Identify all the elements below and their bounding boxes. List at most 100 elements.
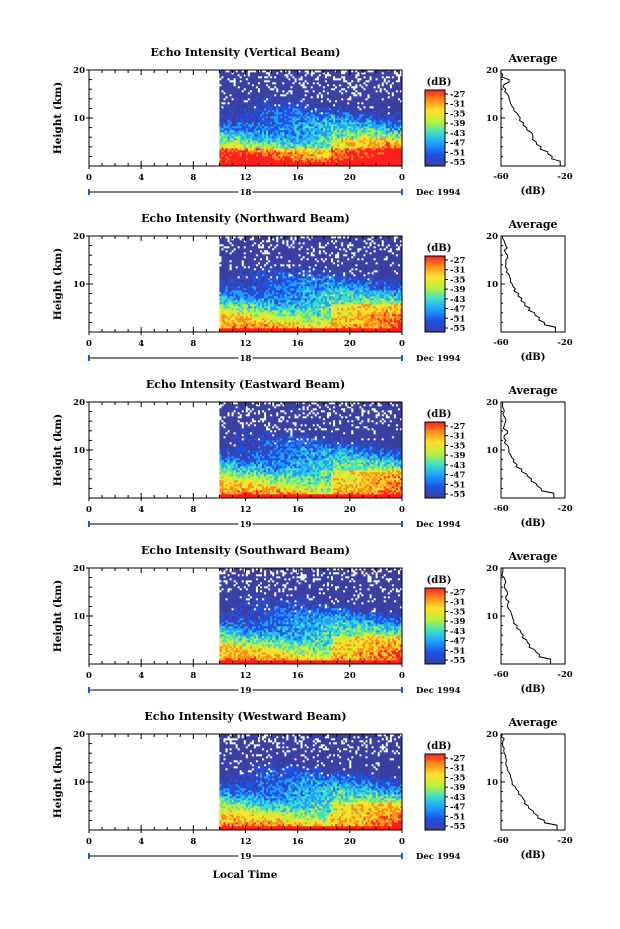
- heatmap-cell: [246, 80, 248, 82]
- heatmap-cell: [294, 98, 296, 100]
- heatmap-cell: [382, 76, 384, 78]
- heatmap-cell: [288, 162, 290, 164]
- heatmap-cell: [398, 134, 400, 136]
- heatmap-cell: [339, 86, 341, 88]
- heatmap-cell: [280, 86, 282, 88]
- heatmap-cell: [390, 122, 392, 124]
- heatmap-cell: [315, 322, 317, 324]
- heatmap-cell: [363, 320, 365, 322]
- heatmap-cell: [339, 136, 341, 138]
- heatmap-cell: [376, 136, 378, 138]
- heatmap-cell: [329, 108, 331, 110]
- heatmap-cell: [246, 146, 248, 148]
- heatmap-cell: [390, 100, 392, 102]
- heatmap-cell: [335, 104, 337, 106]
- heatmap-cell: [262, 124, 264, 126]
- heatmap-cell: [305, 144, 307, 146]
- heatmap-cell: [317, 122, 319, 124]
- heatmap-cell: [368, 162, 370, 164]
- heatmap-cell: [325, 112, 327, 114]
- heatmap-cell: [370, 324, 372, 326]
- heatmap-cell: [232, 114, 234, 116]
- heatmap-cell: [378, 84, 380, 86]
- heatmap-cell: [325, 130, 327, 132]
- heatmap-cell: [319, 90, 321, 92]
- heatmap-cell: [311, 86, 313, 88]
- heatmap-cell: [353, 90, 355, 92]
- heatmap-cell: [250, 128, 252, 130]
- heatmap-cell: [341, 128, 343, 130]
- heatmap-cell: [390, 148, 392, 150]
- heatmap-cell: [319, 112, 321, 114]
- heatmap-cell: [353, 144, 355, 146]
- heatmap-cell: [282, 90, 284, 92]
- heatmap-cell: [398, 122, 400, 124]
- heatmap-cell: [394, 140, 396, 142]
- heatmap-cell: [331, 146, 333, 148]
- heatmap-cell: [236, 124, 238, 126]
- heatmap-cell: [274, 108, 276, 110]
- heatmap-cell: [317, 130, 319, 132]
- heatmap-cell: [252, 136, 254, 138]
- heatmap-cell: [359, 144, 361, 146]
- heatmap-cell: [325, 84, 327, 86]
- heatmap-cell: [351, 152, 353, 154]
- heatmap-cell: [392, 130, 394, 132]
- heatmap-cell: [221, 104, 223, 106]
- heatmap-cell: [236, 122, 238, 124]
- heatmap-cell: [386, 96, 388, 98]
- heatmap-cell: [264, 162, 266, 164]
- heatmap-cell: [282, 324, 284, 326]
- heatmap-cell: [228, 130, 230, 132]
- heatmap-cell: [333, 130, 335, 132]
- heatmap-cell: [230, 116, 232, 118]
- heatmap-cell: [278, 108, 280, 110]
- heatmap-cell: [313, 92, 315, 94]
- heatmap-cell: [349, 138, 351, 140]
- heatmap-cell: [252, 328, 254, 330]
- heatmap-cell: [313, 322, 315, 324]
- heatmap-cell: [234, 322, 236, 324]
- heatmap-cell: [386, 86, 388, 88]
- heatmap-cell: [260, 326, 262, 328]
- heatmap-cell: [382, 118, 384, 120]
- heatmap-cell: [394, 126, 396, 128]
- heatmap-cell: [288, 118, 290, 120]
- heatmap-cell: [361, 158, 363, 160]
- heatmap-cell: [264, 142, 266, 144]
- heatmap-cell: [337, 86, 339, 88]
- heatmap-cell: [299, 80, 301, 82]
- heatmap-cell: [339, 134, 341, 136]
- heatmap-cell: [313, 146, 315, 148]
- heatmap-cell: [361, 104, 363, 106]
- heatmap-cell: [392, 118, 394, 120]
- heatmap-cell: [288, 122, 290, 124]
- heatmap-cell: [380, 128, 382, 130]
- heatmap-cell: [396, 102, 398, 104]
- heatmap-cell: [382, 138, 384, 140]
- profile-x-tick-label: -20: [557, 172, 572, 182]
- heatmap-cell: [349, 78, 351, 80]
- heatmap-cell: [394, 76, 396, 78]
- heatmap-cell: [236, 102, 238, 104]
- heatmap-cell: [223, 126, 225, 128]
- heatmap-cell: [370, 128, 372, 130]
- heatmap-cell: [361, 138, 363, 140]
- heatmap-cell: [355, 132, 357, 134]
- heatmap-cell: [288, 154, 290, 156]
- heatmap-cell: [313, 108, 315, 110]
- heatmap-cell: [384, 114, 386, 116]
- heatmap-cell: [301, 72, 303, 74]
- heatmap-cell: [357, 324, 359, 326]
- heatmap-cell: [307, 158, 309, 160]
- heatmap-cell: [228, 110, 230, 112]
- heatmap-cell: [388, 132, 390, 134]
- heatmap-cell: [347, 94, 349, 96]
- heatmap-cell: [230, 74, 232, 76]
- heatmap-cell: [268, 80, 270, 82]
- heatmap-cell: [357, 78, 359, 80]
- heatmap-cell: [232, 106, 234, 108]
- heatmap-cell: [355, 326, 357, 328]
- heatmap-cell: [272, 320, 274, 322]
- heatmap-cell: [394, 110, 396, 112]
